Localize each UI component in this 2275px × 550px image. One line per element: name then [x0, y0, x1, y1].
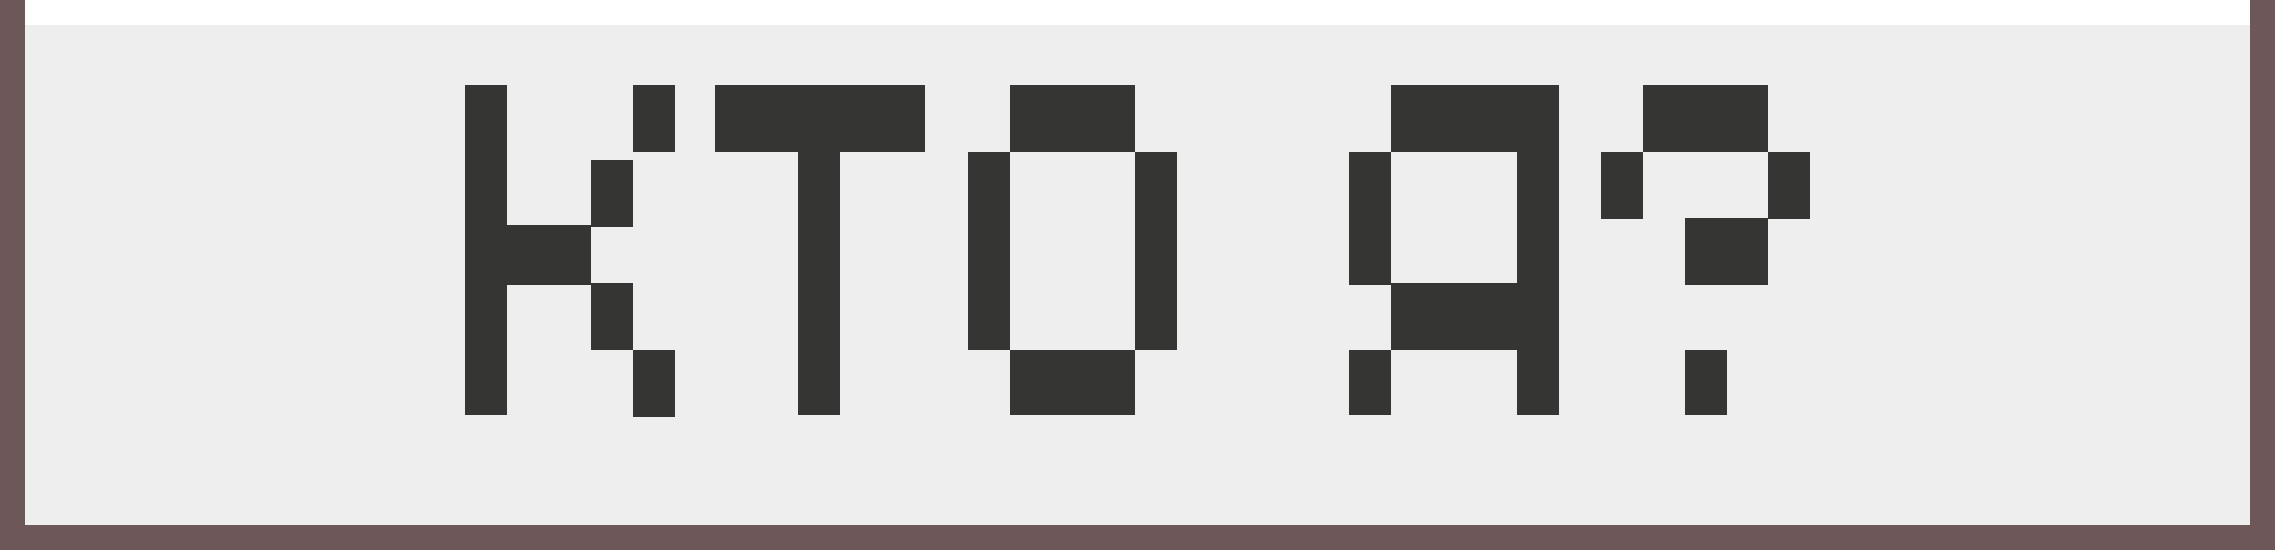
pixel-block [633, 350, 675, 417]
pixel-block [1685, 218, 1768, 285]
pixel-title: КТО Я? [25, 0, 2250, 525]
pixel-block [1601, 152, 1643, 219]
pixel-block [506, 225, 591, 285]
pixel-block [1349, 152, 1391, 285]
pixel-block [1349, 350, 1391, 415]
pixel-block [1135, 152, 1177, 350]
pixel-block [1391, 283, 1517, 350]
pixel-block [1010, 350, 1135, 415]
pixel-block [1391, 85, 1559, 152]
top-strip [25, 0, 2250, 25]
pixel-block [1685, 350, 1727, 415]
banner-panel: КТО Я? [25, 0, 2250, 525]
pixel-block [633, 85, 675, 152]
pixel-block [1517, 152, 1559, 415]
pixel-block [798, 152, 840, 415]
pixel-block [715, 85, 925, 152]
pixel-block [1010, 85, 1135, 152]
pixel-block [591, 283, 633, 350]
pixel-block [465, 85, 507, 415]
pixel-title-graphic [465, 85, 1810, 417]
pixel-block [968, 152, 1010, 350]
pixel-block [1643, 85, 1768, 152]
pixel-block [1768, 152, 1810, 219]
pixel-block [591, 160, 633, 227]
